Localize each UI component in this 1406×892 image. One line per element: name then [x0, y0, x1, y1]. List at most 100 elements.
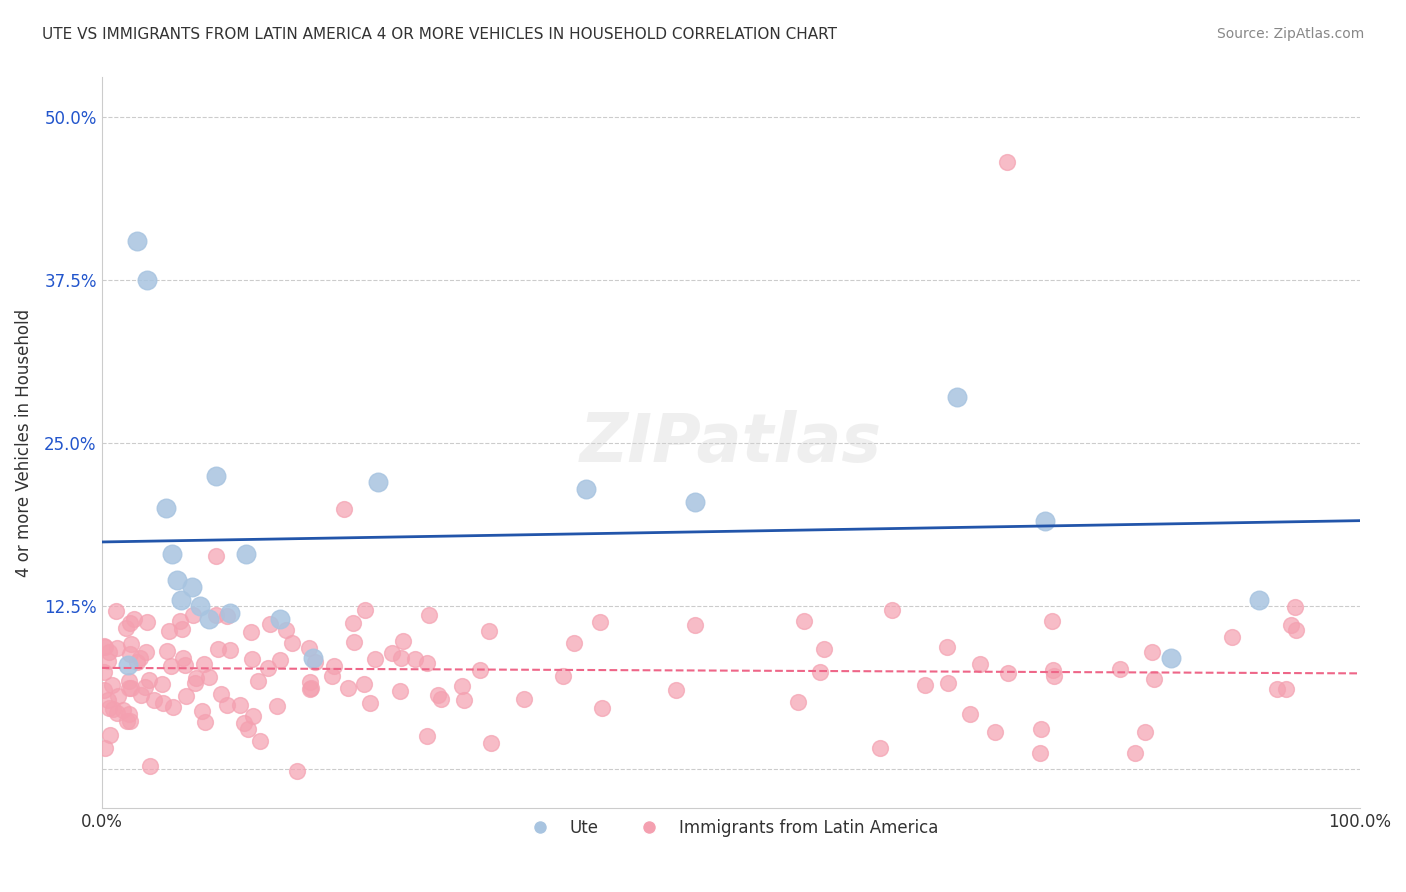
Point — [118, 673, 141, 688]
Point — [120, 637, 142, 651]
Point — [246, 674, 269, 689]
Point — [323, 658, 346, 673]
Point — [259, 617, 281, 632]
Point — [174, 657, 197, 672]
Point — [129, 688, 152, 702]
Point — [170, 622, 193, 636]
Point — [430, 692, 453, 706]
Point — [105, 604, 128, 618]
Point — [333, 502, 356, 516]
Point — [111, 702, 134, 716]
Point — [298, 675, 321, 690]
Point — [97, 701, 120, 715]
Point — [174, 689, 197, 703]
Point — [1028, 746, 1050, 760]
Point — [936, 675, 959, 690]
Point — [359, 696, 381, 710]
Point — [298, 681, 321, 696]
Point — [156, 643, 179, 657]
Point — [93, 682, 115, 697]
Point — [105, 641, 128, 656]
Point — [995, 155, 1018, 169]
Point — [101, 678, 124, 692]
Point — [591, 700, 613, 714]
Point — [946, 390, 969, 404]
Point — [274, 624, 297, 638]
Point — [155, 501, 177, 516]
Point — [478, 624, 501, 638]
Point — [209, 687, 232, 701]
Point — [193, 657, 215, 671]
Point — [184, 676, 207, 690]
Point — [98, 645, 121, 659]
Point — [197, 612, 219, 626]
Point — [239, 625, 262, 640]
Point — [685, 494, 707, 508]
Text: ZIPatlas: ZIPatlas — [579, 410, 882, 476]
Point — [1275, 682, 1298, 697]
Point — [416, 656, 439, 670]
Point — [793, 614, 815, 628]
Point — [1143, 672, 1166, 686]
Point — [1123, 746, 1146, 760]
Point — [321, 669, 343, 683]
Point — [589, 615, 612, 629]
Point — [1285, 623, 1308, 637]
Point — [969, 657, 991, 671]
Point — [118, 615, 141, 630]
Point — [115, 620, 138, 634]
Point — [880, 603, 903, 617]
Point — [468, 664, 491, 678]
Point — [298, 640, 321, 655]
Point — [1142, 644, 1164, 658]
Point — [142, 692, 165, 706]
Point — [1043, 669, 1066, 683]
Point — [97, 693, 120, 707]
Point — [959, 706, 981, 721]
Point — [160, 547, 183, 561]
Point — [160, 659, 183, 673]
Point — [367, 475, 389, 489]
Point — [683, 618, 706, 632]
Point — [232, 716, 254, 731]
Point — [138, 673, 160, 688]
Point — [364, 652, 387, 666]
Point — [205, 549, 228, 563]
Point — [117, 657, 139, 672]
Point — [869, 741, 891, 756]
Point — [98, 728, 121, 742]
Point — [219, 643, 242, 657]
Point — [354, 603, 377, 617]
Point — [166, 573, 188, 587]
Point — [134, 681, 156, 695]
Point — [426, 688, 449, 702]
Point — [198, 670, 221, 684]
Point — [575, 482, 598, 496]
Point — [451, 679, 474, 693]
Point — [138, 758, 160, 772]
Point — [1133, 724, 1156, 739]
Point — [181, 580, 204, 594]
Point — [205, 468, 228, 483]
Point — [808, 665, 831, 679]
Point — [481, 736, 503, 750]
Point — [281, 636, 304, 650]
Point — [172, 650, 194, 665]
Point — [1247, 592, 1270, 607]
Point — [118, 706, 141, 721]
Point — [269, 612, 291, 626]
Point — [219, 606, 242, 620]
Point — [285, 764, 308, 778]
Point — [207, 641, 229, 656]
Point — [336, 681, 359, 695]
Point — [242, 709, 264, 723]
Point — [101, 701, 124, 715]
Point — [136, 615, 159, 629]
Point — [389, 684, 412, 698]
Point — [1220, 631, 1243, 645]
Point — [184, 671, 207, 685]
Point — [551, 669, 574, 683]
Point — [404, 651, 426, 665]
Point — [513, 692, 536, 706]
Point — [997, 665, 1019, 680]
